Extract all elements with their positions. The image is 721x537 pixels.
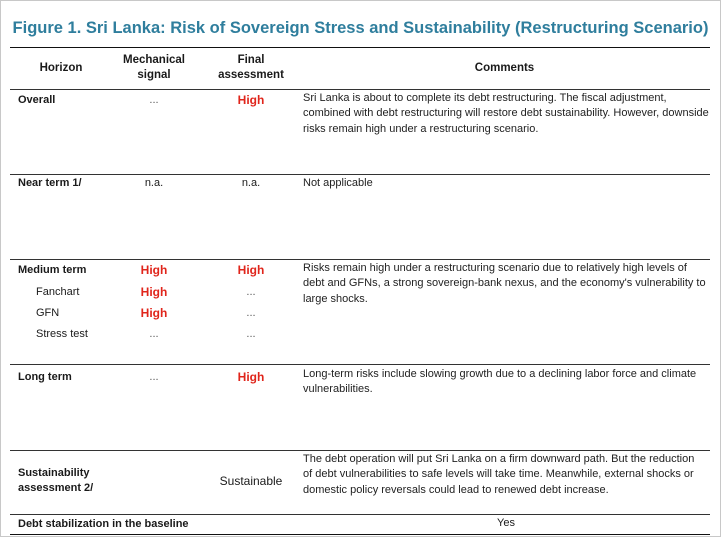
header-mechanical-signal: Mechanical signal bbox=[123, 54, 185, 81]
row-divider-near-term bbox=[10, 259, 710, 260]
long-term-mechanical-signal: ... bbox=[149, 371, 159, 383]
row-label-long-term: Long term bbox=[18, 371, 72, 383]
overall-final-assessment: High bbox=[237, 93, 265, 107]
row-label-near-term: Near term 1/ bbox=[18, 177, 82, 189]
table-top-rule bbox=[10, 47, 710, 48]
subrow-label-gfn: GFN bbox=[36, 307, 60, 319]
row-divider-long-term bbox=[10, 450, 710, 451]
row-label-overall: Overall bbox=[18, 94, 56, 106]
stress-test-mechanical-signal: ... bbox=[149, 328, 159, 340]
long-term-final-assessment: High bbox=[237, 370, 265, 384]
row-label-debt-stabilization: Debt stabilization in the baseline bbox=[18, 518, 189, 530]
row-divider-sustainability bbox=[10, 514, 710, 515]
sustainability-final-assessment: Sustainable bbox=[219, 474, 283, 488]
near-term-mechanical-signal: n.a. bbox=[144, 177, 164, 189]
gfn-mechanical-signal: High bbox=[140, 306, 168, 320]
near-term-final-assessment: n.a. bbox=[241, 177, 261, 189]
row-label-medium-term: Medium term bbox=[18, 264, 87, 276]
medium-term-final-assessment: High bbox=[237, 263, 265, 277]
subrow-label-stress-test: Stress test bbox=[36, 328, 88, 340]
table-bottom-rule bbox=[10, 534, 710, 535]
overall-comment: Sri Lanka is about to complete its debt … bbox=[303, 92, 709, 135]
header-bottom-rule bbox=[10, 89, 710, 90]
debt-stabilization-value: Yes bbox=[497, 517, 515, 529]
gfn-final-assessment: ... bbox=[246, 307, 256, 319]
figure-title: Figure 1. Sri Lanka: Risk of Sovereign S… bbox=[12, 19, 709, 37]
medium-term-mechanical-signal: High bbox=[140, 263, 168, 277]
fanchart-final-assessment: ... bbox=[246, 286, 256, 298]
near-term-comment: Not applicable bbox=[303, 177, 373, 189]
long-term-comment: Long-term risks include slowing growth d… bbox=[303, 368, 697, 396]
sustainability-comment: The debt operation will put Sri Lanka on… bbox=[303, 453, 695, 496]
header-final-assessment: Final assessment bbox=[218, 54, 284, 81]
row-divider-overall bbox=[10, 174, 710, 175]
overall-mechanical-signal: ... bbox=[149, 94, 159, 106]
row-divider-medium-term bbox=[10, 364, 710, 365]
fanchart-mechanical-signal: High bbox=[140, 285, 168, 299]
stress-test-final-assessment: ... bbox=[246, 328, 256, 340]
header-comments: Comments bbox=[474, 62, 535, 74]
row-label-sustainability-assessment: Sustainability assessment 2/ bbox=[18, 467, 94, 494]
subrow-label-fanchart: Fanchart bbox=[36, 286, 80, 298]
header-horizon: Horizon bbox=[39, 62, 83, 74]
medium-term-comment: Risks remain high under a restructuring … bbox=[303, 262, 706, 305]
